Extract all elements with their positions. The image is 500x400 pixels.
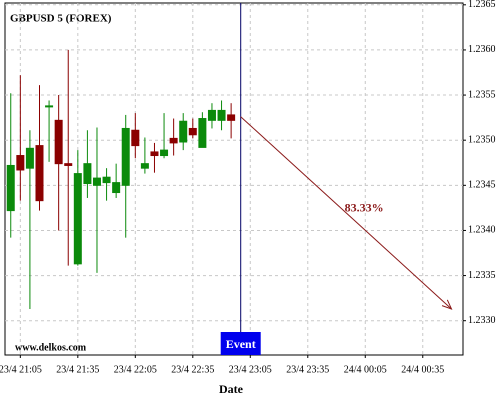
- candle-body: [102, 176, 111, 184]
- event-label: Event: [226, 337, 256, 351]
- candle-body: [73, 173, 82, 265]
- x-tick-label: 23/4 22:05: [114, 364, 157, 375]
- candle-body: [112, 182, 121, 194]
- y-tick-label: 1.2355: [468, 89, 496, 100]
- candle-body: [92, 177, 101, 186]
- x-tick-label: 23/4 23:05: [229, 364, 272, 375]
- x-tick-label: 23/4 23:35: [286, 364, 329, 375]
- y-tick-label: 1.2360: [468, 44, 496, 55]
- y-tick-label: 1.2345: [468, 180, 496, 191]
- candle-body: [6, 164, 15, 212]
- x-tick-label: 23/4 22:35: [171, 364, 214, 375]
- x-tick-label: 23/4 21:05: [0, 364, 42, 375]
- chart-title: GBPUSD 5 (FOREX): [10, 13, 112, 25]
- arrow-label: 83.33%: [345, 201, 384, 215]
- x-axis-label: Date: [219, 382, 244, 396]
- candle-body: [45, 105, 54, 108]
- candle-body: [25, 147, 34, 169]
- candle-body: [227, 114, 236, 121]
- y-tick-label: 1.2340: [468, 225, 496, 236]
- candle-body: [35, 145, 44, 202]
- y-tick-label: 1.2330: [468, 315, 496, 326]
- candle-body: [150, 151, 159, 157]
- candle-body: [169, 137, 178, 144]
- candle-body: [217, 109, 226, 121]
- candle-body: [179, 120, 188, 143]
- candle-body: [140, 163, 149, 169]
- candle-body: [16, 155, 25, 171]
- event-box: [220, 332, 261, 355]
- candle-body: [54, 119, 63, 165]
- candle-body: [121, 127, 130, 186]
- x-tick-label: 24/4 00:05: [344, 364, 387, 375]
- y-tick-label: 1.2365: [468, 0, 496, 10]
- candle-body: [160, 149, 169, 157]
- watermark: www.delkos.com: [15, 342, 87, 353]
- y-tick-label: 1.2350: [468, 134, 496, 145]
- y-tick-label: 1.2335: [468, 270, 496, 281]
- plot-area: [4, 2, 464, 356]
- candle-body: [207, 109, 216, 121]
- candle-body: [83, 163, 92, 185]
- candle-body: [188, 127, 197, 136]
- arrow-head: [441, 299, 453, 310]
- x-tick-label: 24/4 00:35: [401, 364, 444, 375]
- x-tick-label: 23/4 21:35: [56, 364, 99, 375]
- candle-body: [198, 118, 207, 148]
- candle-body: [131, 129, 140, 147]
- candle-body: [64, 163, 73, 166]
- arrow-line: [240, 116, 452, 310]
